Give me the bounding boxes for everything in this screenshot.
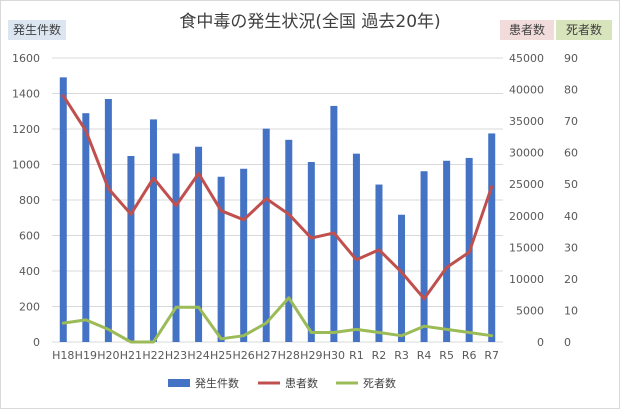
- bar: [307, 162, 315, 342]
- right1-tick-label: 40000: [509, 84, 544, 97]
- left-axis-ticks: 0 200 400 600 800 1000 1200 1400 1600: [12, 52, 40, 349]
- left-tick-label: 800: [19, 194, 40, 207]
- bar: [82, 113, 90, 342]
- right1-tick-label: 45000: [509, 52, 544, 65]
- left-tick-label: 600: [19, 230, 40, 243]
- series-line: [61, 94, 494, 301]
- left-axis-label: 発生件数: [13, 22, 61, 37]
- right2-axis-label: 死者数: [566, 22, 602, 37]
- right1-tick-label: 30000: [509, 147, 544, 160]
- bar: [217, 176, 225, 342]
- x-tick-label: R1: [349, 349, 364, 362]
- right2-tick-label: 90: [564, 52, 578, 65]
- x-tick-label: H19: [75, 349, 97, 362]
- right2-tick-label: 40: [564, 210, 578, 223]
- x-axis-ticks: H18 H19 H20 H21 H22 H23 H24 H25 H26 H27 H28 H29 H30 R…: [52, 349, 499, 362]
- left-tick-label: 400: [19, 265, 40, 278]
- x-tick-label: H22: [142, 349, 164, 362]
- right1-tick-label: 15000: [509, 241, 544, 254]
- right1-axis-label: 患者数: [509, 22, 545, 37]
- legend-label: 患者数: [285, 377, 318, 390]
- x-tick-label: R3: [394, 349, 409, 362]
- x-tick-label: H18: [52, 349, 74, 362]
- left-tick-label: 200: [19, 301, 40, 314]
- right1-tick-label: 0: [537, 336, 544, 349]
- right2-axis-ticks: 0 10 20 30 40 50 60 70 80 90: [564, 52, 578, 349]
- left-tick-label: 0: [33, 336, 40, 349]
- right1-axis-badge: [500, 20, 554, 40]
- left-axis-badge: [8, 20, 66, 40]
- right1-tick-label: 5000: [516, 304, 544, 317]
- bar: [330, 105, 338, 342]
- x-tick-label: R4: [417, 349, 432, 362]
- bar: [195, 146, 203, 342]
- right2-tick-label: 60: [564, 147, 578, 160]
- bar: [172, 153, 180, 342]
- right2-axis-badge: [556, 20, 612, 40]
- right2-tick-label: 80: [564, 84, 578, 97]
- x-tick-label: H21: [120, 349, 142, 362]
- x-tick-label: H24: [187, 349, 209, 362]
- legend: 発生件数 患者数 死者数: [168, 376, 396, 390]
- left-tick-label: 1000: [12, 159, 40, 172]
- right1-tick-label: 25000: [509, 178, 544, 191]
- x-tick-label: H23: [165, 349, 187, 362]
- left-tick-label: 1400: [12, 88, 40, 101]
- x-tick-label: R7: [484, 349, 499, 362]
- right2-tick-label: 0: [564, 336, 571, 349]
- x-tick-label: R6: [462, 349, 477, 362]
- legend-label: 発生件数: [195, 376, 239, 390]
- right2-tick-label: 10: [564, 304, 578, 317]
- x-tick-label: R5: [439, 349, 454, 362]
- left-tick-label: 1200: [12, 123, 40, 136]
- right1-tick-label: 35000: [509, 115, 544, 128]
- right2-tick-label: 30: [564, 241, 578, 254]
- bar: [127, 155, 135, 342]
- gridlines: [52, 57, 503, 343]
- series-line: [61, 296, 494, 344]
- legend-label: 死者数: [363, 377, 396, 390]
- bar: [262, 128, 270, 342]
- x-tick-label: H25: [210, 349, 232, 362]
- left-tick-label: 1600: [12, 52, 40, 65]
- right1-tick-label: 10000: [509, 273, 544, 286]
- bar: [443, 160, 451, 342]
- right2-tick-label: 20: [564, 273, 578, 286]
- right2-tick-label: 50: [564, 178, 578, 191]
- chart-title: 食中毒の発生状況(全国 過去20年): [179, 12, 440, 32]
- bar: [352, 153, 360, 342]
- bar: [149, 119, 157, 342]
- bar: [104, 99, 112, 342]
- right1-axis-ticks: 0 5000 10000 15000 20000 25000 30000 35000 40000…: [509, 52, 544, 349]
- right1-tick-label: 20000: [509, 210, 544, 223]
- x-tick-label: H29: [300, 349, 322, 362]
- bar: [488, 133, 496, 342]
- x-tick-label: R2: [372, 349, 387, 362]
- bar: [285, 139, 293, 342]
- bar: [420, 171, 428, 342]
- x-tick-label: H28: [278, 349, 300, 362]
- legend-swatch: [168, 379, 190, 387]
- right2-tick-label: 70: [564, 115, 578, 128]
- x-tick-label: H26: [233, 349, 255, 362]
- bar: [240, 168, 248, 342]
- bar: [59, 77, 67, 342]
- x-tick-label: H20: [97, 349, 119, 362]
- x-tick-label: H30: [323, 349, 345, 362]
- bar: [398, 214, 406, 342]
- line-series: [61, 94, 494, 344]
- x-tick-label: H27: [255, 349, 277, 362]
- bar: [375, 184, 383, 342]
